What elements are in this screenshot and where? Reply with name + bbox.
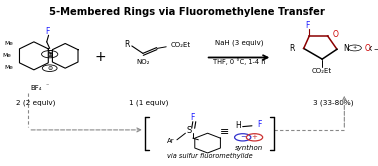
Text: H: H — [235, 121, 241, 130]
Text: THF, 0 °C, 1-4 h: THF, 0 °C, 1-4 h — [213, 58, 265, 65]
Text: ⁻: ⁻ — [45, 85, 48, 90]
Text: ⊖: ⊖ — [47, 66, 52, 71]
Text: −: − — [240, 134, 246, 140]
Text: NaH (3 equiv): NaH (3 equiv) — [215, 39, 263, 46]
Text: ⊕: ⊕ — [47, 52, 52, 57]
Text: O: O — [364, 44, 370, 53]
Text: ≡: ≡ — [220, 126, 229, 137]
Text: +: + — [94, 50, 106, 64]
Text: F: F — [257, 121, 262, 129]
Text: F: F — [46, 27, 50, 37]
Text: CO₂Et: CO₂Et — [312, 69, 332, 75]
Text: F: F — [305, 21, 310, 30]
Text: Me: Me — [4, 42, 13, 46]
Text: N: N — [343, 44, 349, 53]
Text: +: + — [252, 134, 257, 140]
Text: 5-Membered Rings via Fluoromethylene Transfer: 5-Membered Rings via Fluoromethylene Tra… — [49, 7, 325, 17]
Text: O: O — [332, 30, 338, 39]
Text: NO₂: NO₂ — [136, 59, 150, 65]
Text: via sulfur fluoromethylide: via sulfur fluoromethylide — [167, 153, 253, 159]
Text: 3 (33-80%): 3 (33-80%) — [313, 99, 353, 106]
Text: 2 (2 equiv): 2 (2 equiv) — [16, 99, 56, 106]
Text: synthon: synthon — [234, 145, 263, 151]
Text: Ar: Ar — [167, 138, 174, 144]
Text: +: + — [353, 45, 357, 50]
Text: S: S — [47, 50, 52, 59]
Text: 1 (1 equiv): 1 (1 equiv) — [129, 99, 168, 106]
Text: R: R — [125, 40, 130, 49]
Text: R: R — [289, 44, 294, 53]
Text: Me: Me — [3, 53, 11, 58]
Text: BF₄: BF₄ — [30, 85, 42, 91]
Text: S: S — [186, 126, 191, 135]
Text: CO₂Et: CO₂Et — [170, 42, 191, 48]
Text: F: F — [191, 113, 195, 122]
Text: Me: Me — [4, 65, 13, 70]
Text: −: − — [373, 46, 378, 51]
